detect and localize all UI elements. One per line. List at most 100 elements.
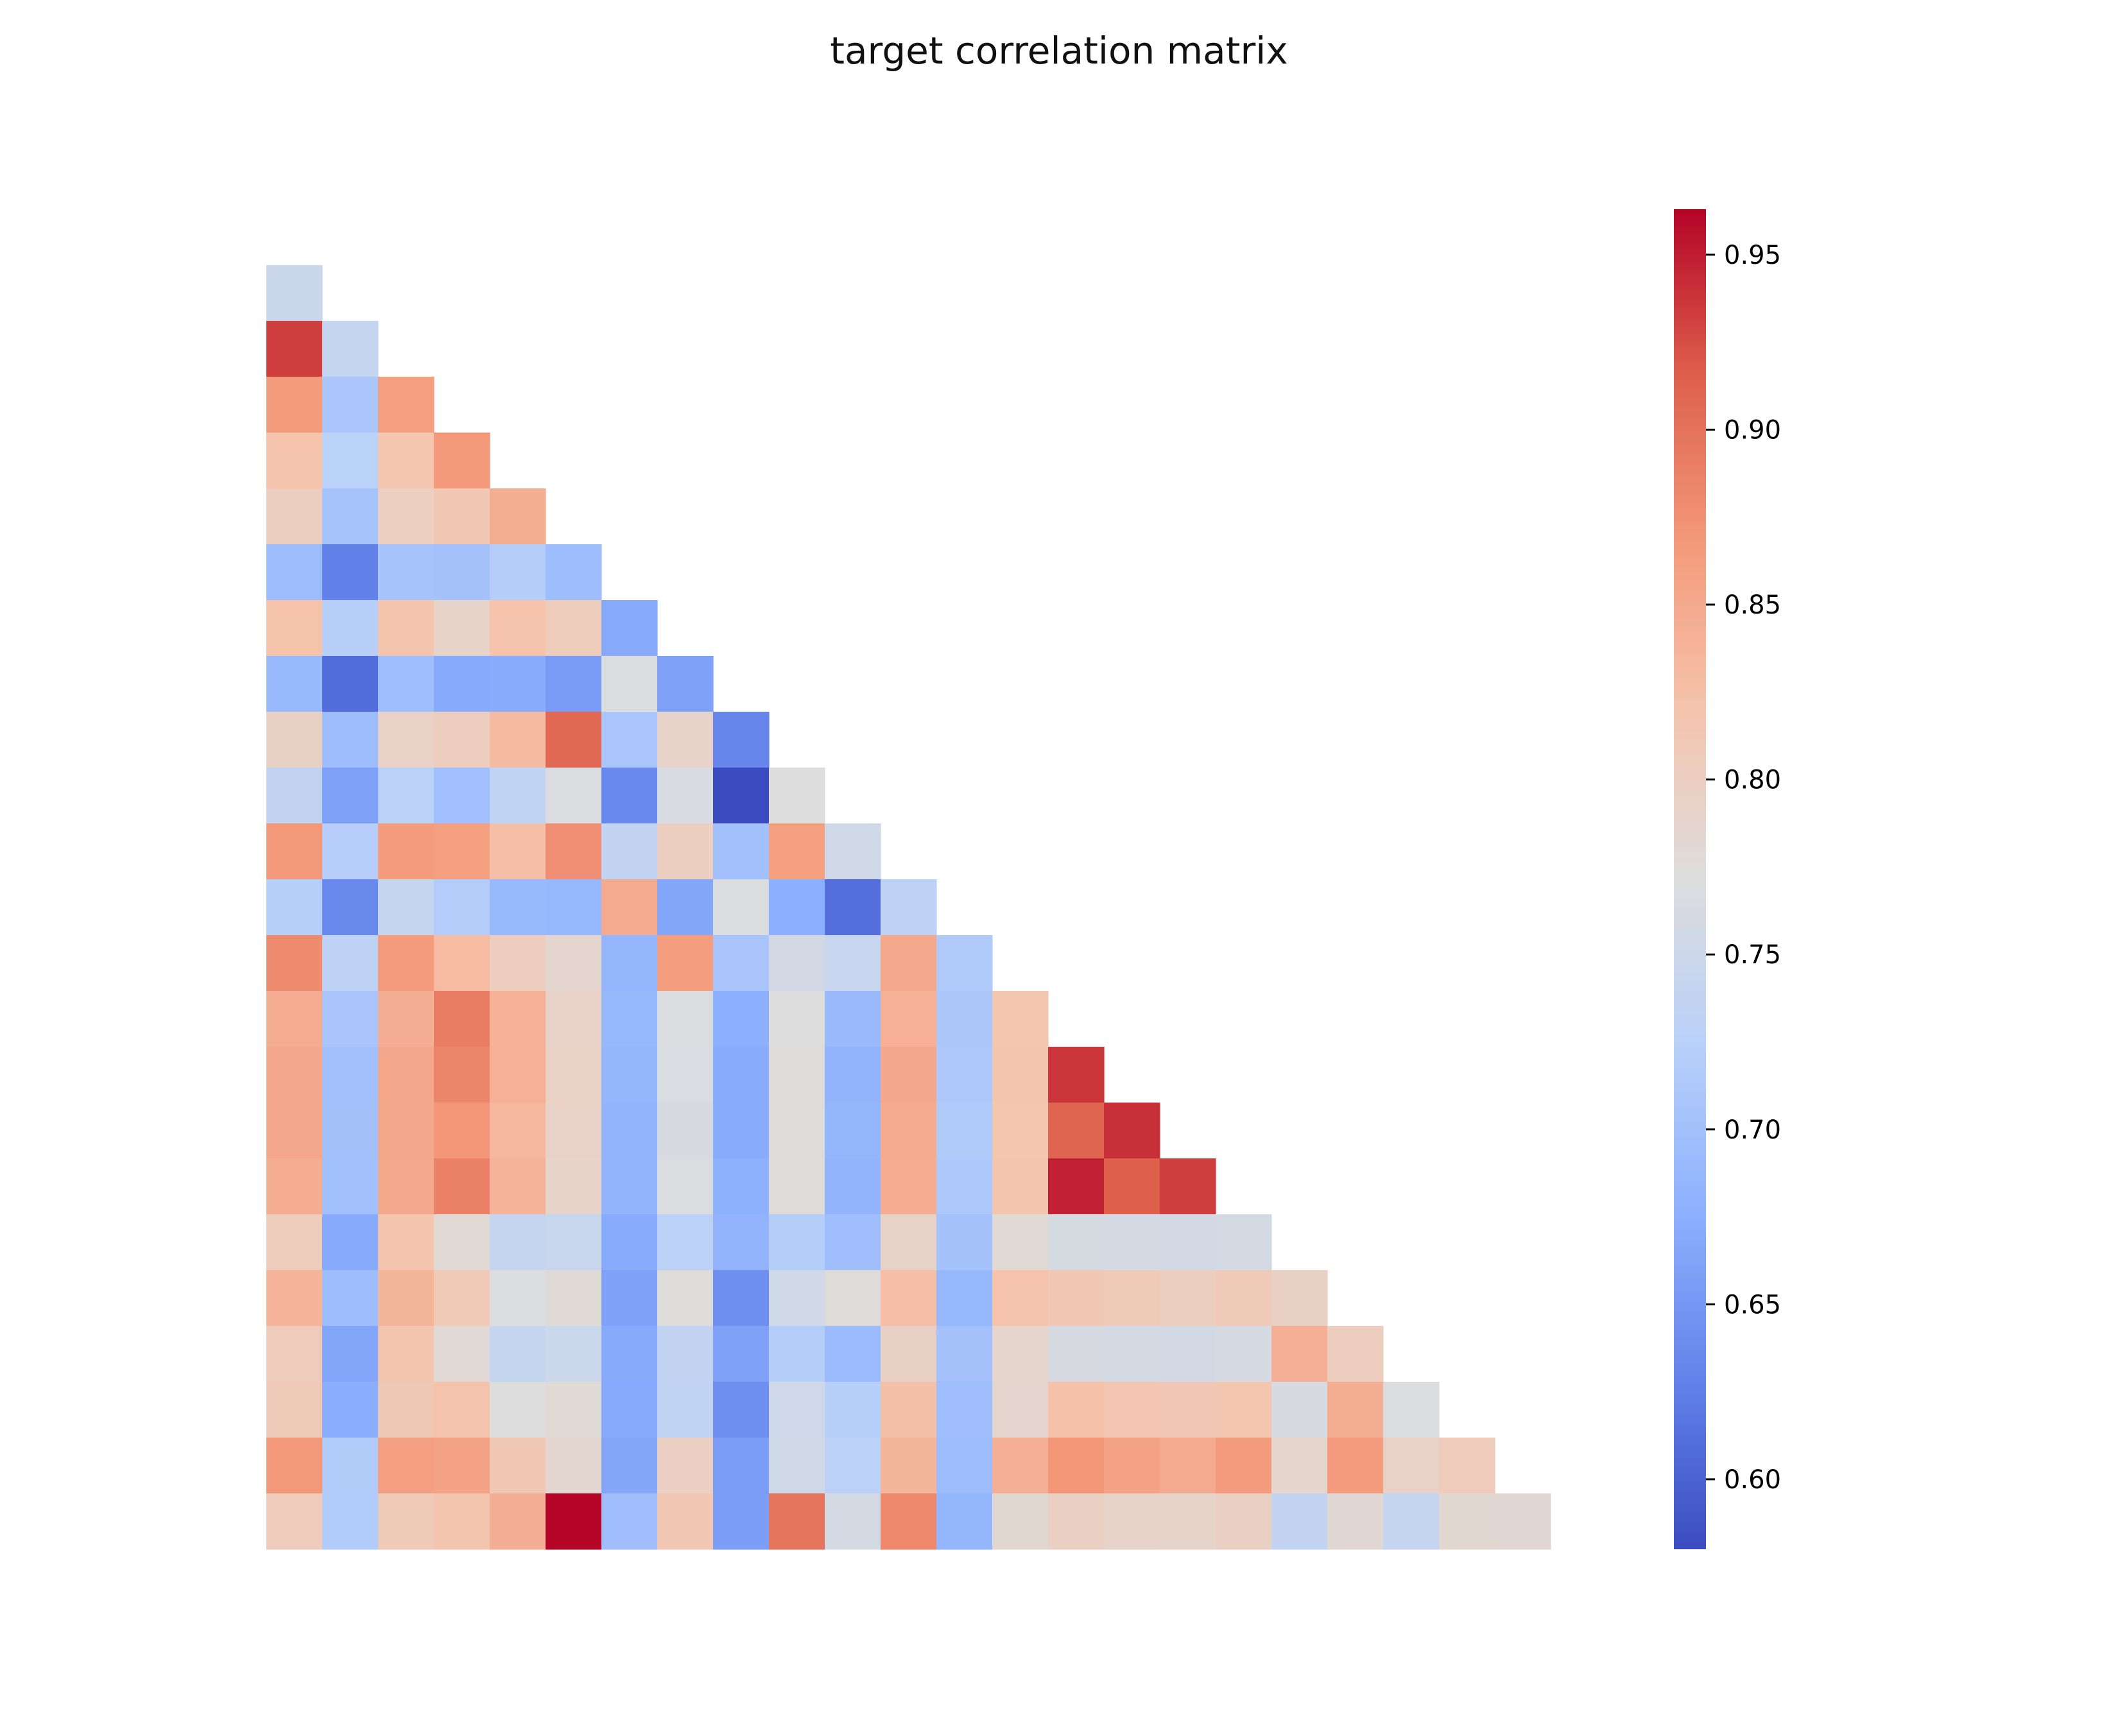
heatmap-cell-r18-c0	[266, 1214, 323, 1271]
heatmap-cell-r19-c17	[1216, 1270, 1272, 1327]
heatmap-cell-r16-c1	[322, 1103, 379, 1159]
heatmap-cell-r14-c7	[657, 991, 714, 1047]
heatmap-cell-r18-c2	[378, 1214, 435, 1271]
heatmap-cell-r12-c6	[601, 879, 658, 936]
heatmap-cell-r11-c3	[434, 823, 490, 880]
heatmap-cell-r15-c1	[322, 1047, 379, 1103]
heatmap-cell-r21-c12	[936, 1382, 993, 1438]
heatmap-cell-r10-c3	[434, 768, 490, 824]
heatmap-cell-r20-c13	[992, 1326, 1049, 1382]
heatmap-cell-r16-c15	[1104, 1103, 1160, 1159]
heatmap-cell-r22-c12	[936, 1438, 993, 1494]
heatmap-cell-r11-c5	[546, 823, 602, 880]
heatmap-cell-r6-c5	[546, 544, 602, 601]
heatmap-cell-r12-c3	[434, 879, 490, 936]
heatmap-cell-r19-c1	[322, 1270, 379, 1327]
heatmap-cell-r15-c14	[1048, 1047, 1105, 1103]
heatmap-cell-r17-c0	[266, 1158, 323, 1215]
heatmap-cell-r18-c15	[1104, 1214, 1160, 1271]
heatmap-cell-r21-c20	[1383, 1382, 1440, 1438]
heatmap-cell-r13-c9	[769, 935, 825, 992]
heatmap-cell-r15-c12	[936, 1047, 993, 1103]
heatmap-cell-r21-c18	[1271, 1382, 1328, 1438]
heatmap-cell-r14-c9	[769, 991, 825, 1047]
heatmap-cell-r14-c8	[713, 991, 770, 1047]
heatmap-cell-r15-c13	[992, 1047, 1049, 1103]
heatmap-cell-r23-c13	[992, 1493, 1049, 1550]
heatmap-cell-r21-c1	[322, 1382, 379, 1438]
heatmap-cell-r23-c7	[657, 1493, 714, 1550]
heatmap-cell-r7-c6	[601, 600, 658, 657]
heatmap-cell-r23-c9	[769, 1493, 825, 1550]
heatmap-cell-r20-c16	[1160, 1326, 1216, 1382]
heatmap-cell-r16-c12	[936, 1103, 993, 1159]
heatmap-cell-r17-c1	[322, 1158, 379, 1215]
heatmap-cell-r19-c14	[1048, 1270, 1105, 1327]
heatmap-cell-r7-c4	[490, 600, 546, 657]
heatmap-cell-r16-c4	[490, 1103, 546, 1159]
colorbar-tick-label: 0.75	[1724, 940, 1781, 970]
heatmap-cell-r20-c6	[601, 1326, 658, 1382]
heatmap-cell-r12-c9	[769, 879, 825, 936]
heatmap-cell-r15-c7	[657, 1047, 714, 1103]
heatmap-cell-r12-c10	[825, 879, 881, 936]
heatmap-cell-r22-c16	[1160, 1438, 1216, 1494]
heatmap-cell-r17-c5	[546, 1158, 602, 1215]
heatmap-cell-r19-c15	[1104, 1270, 1160, 1327]
heatmap-cell-r13-c2	[378, 935, 435, 992]
heatmap-cell-r23-c18	[1271, 1493, 1328, 1550]
heatmap-cell-r19-c7	[657, 1270, 714, 1327]
heatmap-cell-r23-c2	[378, 1493, 435, 1550]
heatmap-cell-r14-c10	[825, 991, 881, 1047]
heatmap-cell-r22-c11	[881, 1438, 937, 1494]
heatmap-cell-r18-c3	[434, 1214, 490, 1271]
heatmap-cell-r19-c18	[1271, 1270, 1328, 1327]
heatmap-cell-r22-c21	[1439, 1438, 1495, 1494]
heatmap-cell-r23-c15	[1104, 1493, 1160, 1550]
heatmap-cell-r13-c12	[936, 935, 993, 992]
colorbar-tick-label: 0.70	[1724, 1115, 1781, 1145]
heatmap-cell-r18-c6	[601, 1214, 658, 1271]
heatmap-cell-r9-c6	[601, 712, 658, 768]
heatmap-cell-r22-c10	[825, 1438, 881, 1494]
heatmap-cell-r22-c20	[1383, 1438, 1440, 1494]
heatmap-cell-r3-c0	[266, 377, 323, 433]
heatmap-cell-r23-c16	[1160, 1493, 1216, 1550]
heatmap-cell-r10-c6	[601, 768, 658, 824]
heatmap-cell-r19-c6	[601, 1270, 658, 1327]
heatmap-cell-r12-c11	[881, 879, 937, 936]
heatmap-cell-r14-c4	[490, 991, 546, 1047]
heatmap-cell-r19-c13	[992, 1270, 1049, 1327]
heatmap-cell-r21-c9	[769, 1382, 825, 1438]
heatmap-cell-r17-c10	[825, 1158, 881, 1215]
heatmap-cell-r6-c1	[322, 544, 379, 601]
heatmap-cell-r17-c16	[1160, 1158, 1216, 1215]
heatmap-cell-r22-c1	[322, 1438, 379, 1494]
heatmap-cell-r2-c0	[266, 321, 323, 377]
heatmap-cell-r4-c3	[434, 433, 490, 489]
heatmap-cell-r19-c11	[881, 1270, 937, 1327]
heatmap-cell-r20-c17	[1216, 1326, 1272, 1382]
heatmap-cell-r17-c11	[881, 1158, 937, 1215]
heatmap-cell-r22-c15	[1104, 1438, 1160, 1494]
heatmap-cell-r15-c8	[713, 1047, 770, 1103]
heatmap-cell-r22-c18	[1271, 1438, 1328, 1494]
heatmap-cell-r23-c1	[322, 1493, 379, 1550]
heatmap-cell-r12-c0	[266, 879, 323, 936]
heatmap-cell-r5-c3	[434, 488, 490, 545]
heatmap-cell-r13-c5	[546, 935, 602, 992]
heatmap-cell-r21-c10	[825, 1382, 881, 1438]
heatmap-cell-r17-c7	[657, 1158, 714, 1215]
heatmap-cell-r21-c2	[378, 1382, 435, 1438]
heatmap-cell-r10-c0	[266, 768, 323, 824]
heatmap-cell-r7-c3	[434, 600, 490, 657]
heatmap-cell-r21-c0	[266, 1382, 323, 1438]
heatmap-cell-r15-c6	[601, 1047, 658, 1103]
heatmap-cell-r15-c5	[546, 1047, 602, 1103]
heatmap-cell-r9-c8	[713, 712, 770, 768]
heatmap-cell-r13-c0	[266, 935, 323, 992]
heatmap-cell-r19-c0	[266, 1270, 323, 1327]
heatmap-cell-r20-c9	[769, 1326, 825, 1382]
heatmap-cell-r8-c2	[378, 656, 435, 712]
heatmap-cell-r19-c4	[490, 1270, 546, 1327]
